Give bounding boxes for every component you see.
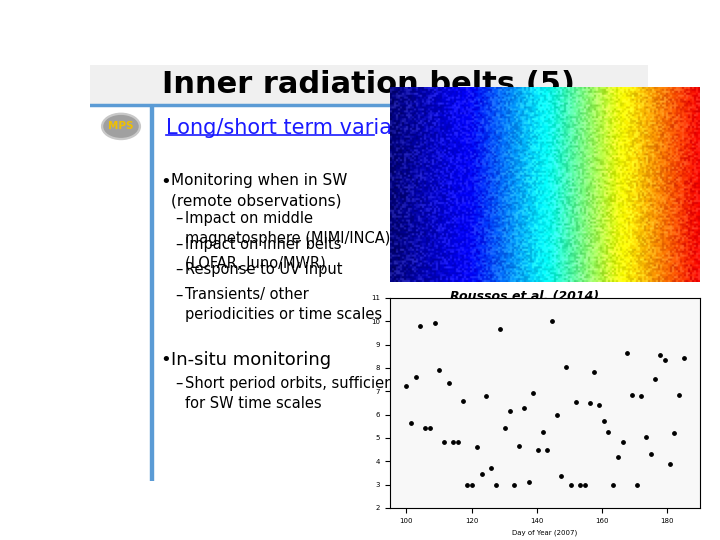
Ellipse shape [102, 113, 140, 139]
Point [467, 481, 478, 489]
Point [560, 362, 572, 371]
Point [593, 400, 605, 409]
Text: Roussos et al. (2014): Roussos et al. (2014) [450, 289, 599, 302]
Point [617, 437, 629, 446]
Text: •: • [161, 173, 171, 191]
Point [664, 460, 675, 468]
Point [551, 411, 562, 420]
Point [570, 398, 581, 407]
Point [659, 356, 670, 364]
Text: Response to UV input: Response to UV input [184, 262, 342, 277]
Point [504, 407, 516, 415]
Point [509, 481, 521, 489]
Point [448, 437, 459, 446]
Point [649, 375, 661, 383]
Point [518, 404, 530, 413]
Point [400, 381, 412, 390]
Text: Inner radiation belts (5): Inner radiation belts (5) [163, 70, 575, 99]
Text: Impact on middle
magnetosphere (MIMI/INCA): Impact on middle magnetosphere (MIMI/INC… [184, 211, 390, 246]
Point [556, 472, 567, 481]
Point [429, 318, 441, 327]
Point [612, 453, 624, 461]
Point [433, 366, 445, 374]
Text: Monitoring when in SW
(remote observations): Monitoring when in SW (remote observatio… [171, 173, 348, 208]
Text: Tsuchiya et al. (2011): Tsuchiya et al. (2011) [447, 454, 599, 467]
Point [495, 325, 506, 334]
Point [532, 446, 544, 454]
Point [654, 350, 666, 359]
Text: Transients/ other
periodicities or time scales: Transients/ other periodicities or time … [184, 287, 382, 322]
Text: –: – [175, 287, 183, 302]
Point [541, 446, 553, 454]
Text: –: – [175, 262, 183, 277]
Point [443, 379, 454, 387]
Point [631, 481, 642, 489]
Ellipse shape [104, 116, 138, 137]
Point [603, 428, 614, 436]
Point [410, 373, 421, 381]
Text: MPS: MPS [108, 122, 134, 131]
Point [438, 438, 450, 447]
Point [419, 424, 431, 433]
Point [513, 442, 525, 451]
Point [621, 349, 633, 357]
Point [645, 450, 657, 458]
Point [626, 390, 638, 399]
Point [678, 354, 690, 362]
Point [485, 463, 497, 472]
Point [424, 424, 436, 433]
Text: –: – [175, 376, 183, 391]
Point [575, 481, 586, 489]
Point [640, 433, 652, 441]
Point [673, 391, 685, 400]
Point [490, 481, 501, 489]
X-axis label: Day of Year (2007): Day of Year (2007) [513, 529, 577, 536]
Point [608, 481, 619, 489]
Point [537, 427, 549, 436]
Text: –: – [175, 237, 183, 252]
Point [452, 437, 464, 446]
Text: In-situ monitoring: In-situ monitoring [171, 351, 331, 369]
Point [546, 317, 558, 326]
Point [528, 388, 539, 397]
Bar [150, 105, 153, 481]
Bar [90, 65, 648, 105]
Text: •: • [161, 351, 171, 369]
Point [405, 418, 417, 427]
Point [565, 481, 577, 489]
Point [457, 396, 469, 405]
Point [589, 367, 600, 376]
Point [499, 423, 510, 432]
Point [480, 392, 492, 401]
Point [669, 428, 680, 437]
Point [523, 477, 534, 486]
Point [476, 469, 487, 478]
Point [462, 481, 473, 489]
Point [636, 392, 647, 400]
Text: Impact on inner belts
(LOFAR, Juno/MWR): Impact on inner belts (LOFAR, Juno/MWR) [184, 237, 341, 271]
Point [598, 417, 610, 426]
Text: Long/short term variations: Long/short term variations [166, 118, 443, 138]
Point [579, 481, 590, 489]
Text: Short period orbits, sufficient
for SW time scales: Short period orbits, sufficient for SW t… [184, 376, 399, 411]
Point [415, 321, 426, 330]
Point [584, 399, 595, 408]
Point [471, 443, 482, 452]
Text: –: – [175, 211, 183, 226]
